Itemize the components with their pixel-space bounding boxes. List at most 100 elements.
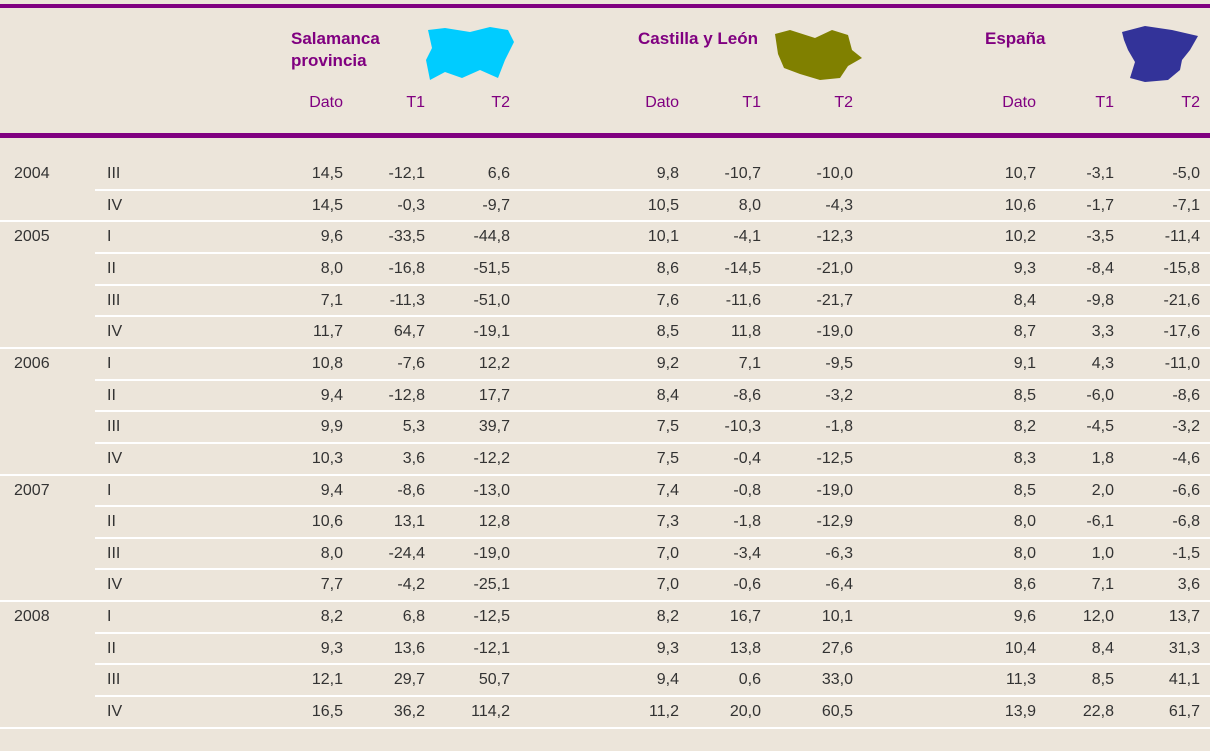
map-castilla (775, 30, 862, 80)
cell: -4,6 (1172, 449, 1200, 467)
cell: -10,7 (724, 165, 761, 182)
cell: -19,1 (473, 323, 510, 341)
cell: 8,6 (1013, 576, 1036, 594)
cell: 4,3 (1091, 354, 1114, 372)
cell: 8,7 (1013, 323, 1036, 341)
row-separator (95, 188, 1210, 191)
cell: 7,3 (656, 513, 679, 531)
cell: 9,6 (320, 228, 343, 246)
row-separator (0, 220, 1210, 223)
cell: -12,9 (816, 513, 853, 531)
cell: -8,6 (1172, 386, 1200, 404)
cell: 13,8 (729, 639, 761, 657)
column-header: Dato (1002, 94, 1036, 111)
cell: -21,6 (1163, 291, 1200, 309)
column-header: T1 (406, 94, 425, 111)
cell: -6,8 (1172, 513, 1200, 531)
quarter: II (107, 386, 116, 404)
cell: -3,2 (1172, 418, 1200, 436)
cell: 13,9 (1004, 703, 1036, 721)
cell: 114,2 (471, 703, 510, 721)
cell: -6,6 (1172, 481, 1200, 499)
cell: 12,1 (311, 671, 343, 689)
cell: -4,2 (397, 576, 425, 594)
cell: -6,1 (1086, 513, 1114, 531)
row-separator (0, 600, 1210, 603)
quarter: III (107, 291, 121, 309)
cell: -3,5 (1086, 228, 1114, 246)
cell: 9,3 (656, 639, 679, 657)
column-header: Dato (309, 94, 343, 111)
cell: -12,5 (816, 449, 853, 467)
cell: -4,1 (733, 228, 761, 246)
cell: 7,4 (656, 481, 679, 499)
cell: -8,6 (733, 386, 761, 404)
cell: -12,2 (473, 449, 510, 467)
cell: 7,7 (320, 576, 343, 594)
cell: -25,1 (473, 576, 510, 594)
cell: 0,6 (738, 671, 761, 689)
cell: -3,4 (733, 544, 761, 562)
cell: 8,5 (1013, 386, 1036, 404)
cell: -8,6 (397, 481, 425, 499)
maps (426, 26, 1198, 82)
cell: -3,1 (1086, 165, 1114, 182)
cell: 8,2 (656, 608, 679, 626)
cell: 13,7 (1168, 608, 1200, 626)
cell: 13,1 (393, 513, 425, 531)
cell: 33,0 (821, 671, 853, 689)
cell: 3,6 (402, 449, 425, 467)
cell: 41,1 (1168, 671, 1200, 689)
cell: -10,0 (816, 165, 853, 182)
cell: 8,2 (1013, 418, 1036, 436)
quarter: I (107, 228, 112, 246)
cell: -9,5 (825, 354, 853, 372)
cell: -3,2 (825, 386, 853, 404)
group-title: Castilla y León (638, 29, 758, 48)
cell: -13,0 (473, 481, 510, 499)
cell: -5,0 (1172, 165, 1200, 182)
cell: 22,8 (1082, 703, 1114, 721)
cell: 7,0 (656, 576, 679, 594)
cell: -10,3 (724, 418, 761, 436)
row-separator (95, 663, 1210, 666)
map-espana (1122, 26, 1198, 82)
map-salamanca (426, 27, 514, 80)
cell: -11,4 (1164, 228, 1200, 246)
cell: 12,2 (478, 354, 510, 372)
quarter: II (107, 259, 116, 277)
cell: 8,0 (1013, 544, 1036, 562)
cell: -21,0 (816, 259, 853, 277)
cell: 17,7 (478, 386, 510, 404)
quarter: IV (107, 449, 123, 467)
column-header: Dato (645, 94, 679, 111)
cell: -4,3 (825, 196, 853, 214)
cell: 10,4 (1004, 639, 1036, 657)
quarter: III (107, 671, 121, 689)
cell: 7,1 (320, 291, 343, 309)
cell: 9,1 (1013, 354, 1036, 372)
year: 2004 (14, 165, 50, 182)
quarter: III (107, 544, 121, 562)
cell: -7,6 (397, 354, 425, 372)
cell: -12,8 (388, 386, 425, 404)
cell: 3,3 (1091, 323, 1114, 341)
cell: -11,3 (389, 291, 425, 309)
cell: 9,6 (1013, 608, 1036, 626)
quarter: I (107, 608, 112, 626)
cell: -0,6 (733, 576, 761, 594)
cell: 10,7 (1004, 165, 1036, 182)
cell: 39,7 (478, 418, 510, 436)
row-separator (95, 283, 1210, 286)
cell: 7,0 (656, 544, 679, 562)
cell: -0,4 (733, 449, 761, 467)
cell: 12,8 (478, 513, 510, 531)
cell: 7,6 (656, 291, 679, 309)
cell: 8,0 (738, 196, 761, 214)
cell: -1,8 (733, 513, 761, 531)
row-separator (95, 441, 1210, 444)
row-separator (95, 251, 1210, 254)
cell: 8,2 (320, 608, 343, 626)
cell: 9,2 (656, 354, 679, 372)
